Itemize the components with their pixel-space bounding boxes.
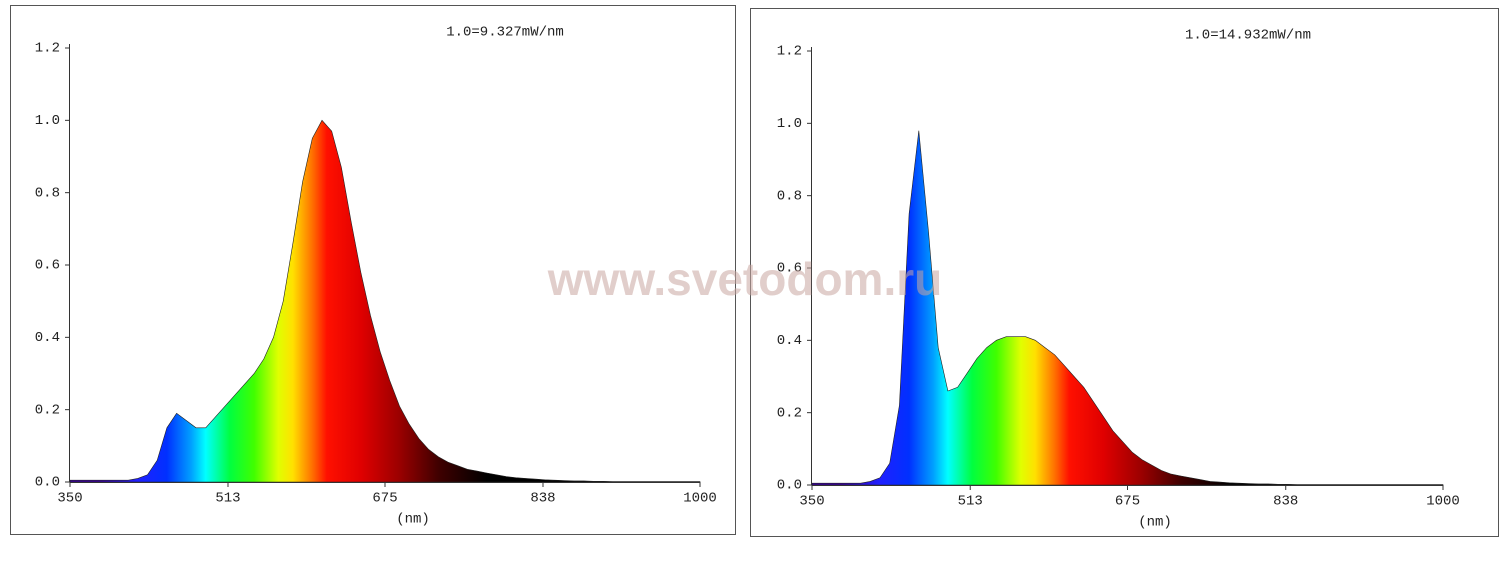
x-tick-label: 1000 bbox=[1426, 494, 1460, 510]
x-tick-label: 350 bbox=[799, 494, 824, 510]
y-tick-label: 0.4 bbox=[35, 330, 60, 346]
y-tick-label: 0.8 bbox=[35, 185, 60, 201]
spectrum-area bbox=[811, 130, 1444, 486]
y-tick-label: 1.0 bbox=[777, 116, 802, 132]
y-tick-label: 0.6 bbox=[777, 261, 802, 277]
y-tick-label: 1.2 bbox=[777, 44, 802, 60]
watermark: www.svetodom.ru bbox=[547, 253, 942, 305]
annotation: 1.0=14.932mW/nm bbox=[1185, 28, 1311, 44]
x-tick-label: 675 bbox=[1115, 494, 1140, 510]
spectrum-area bbox=[69, 119, 701, 483]
y-tick-label: 0.2 bbox=[35, 402, 60, 418]
y-tick-label: 1.2 bbox=[35, 41, 60, 57]
x-tick-label: 350 bbox=[57, 491, 82, 507]
x-axis-label: (nm) bbox=[1138, 515, 1172, 531]
x-tick-label: 838 bbox=[1273, 494, 1298, 510]
y-tick-label: 0.0 bbox=[35, 475, 60, 491]
y-tick-label: 1.0 bbox=[35, 113, 60, 129]
charts: 0.0 0.2 0.4 0.6 0.8 1.0 1.2 350 513 675 838 1000 (nm… bbox=[35, 25, 1460, 531]
x-tick-label: 1000 bbox=[683, 491, 717, 507]
y-tick-label: 0.2 bbox=[777, 405, 802, 421]
x-tick-label: 513 bbox=[958, 494, 983, 510]
y-tick-label: 0.4 bbox=[777, 333, 802, 349]
y-tick-label: 0.8 bbox=[777, 188, 802, 204]
x-tick-label: 838 bbox=[530, 491, 555, 507]
x-tick-label: 513 bbox=[215, 491, 240, 507]
y-tick-label: 0.6 bbox=[35, 258, 60, 274]
x-tick-label: 675 bbox=[372, 491, 397, 507]
y-tick-label: 0.0 bbox=[777, 478, 802, 494]
chart-frame bbox=[750, 8, 1499, 537]
annotation: 1.0=9.327mW/nm bbox=[446, 25, 564, 41]
x-axis-label: (nm) bbox=[396, 512, 430, 528]
chart-frame bbox=[10, 5, 736, 535]
